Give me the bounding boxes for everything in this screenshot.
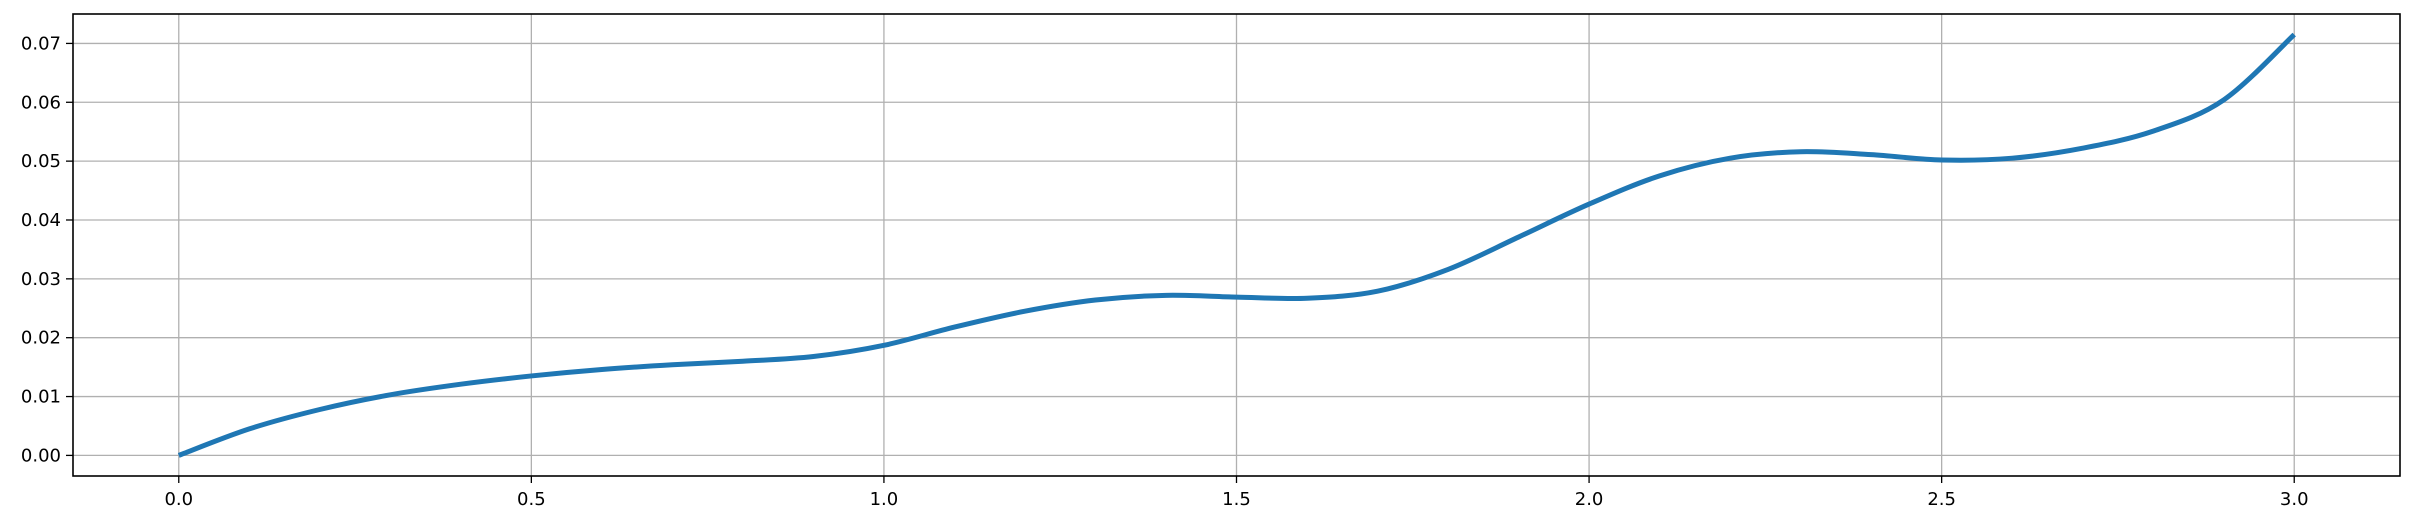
x-tick-label: 1.5 (1222, 489, 1251, 510)
x-tick-label: 1.0 (870, 489, 899, 510)
x-axis: 0.0 0.5 1.0 1.5 2.0 2.5 3.0 (164, 476, 2309, 510)
y-tick-label: 0.01 (21, 387, 61, 408)
x-tick-label: 0.5 (517, 489, 546, 510)
series-layer (177, 32, 2296, 458)
x-tick-label: 0.0 (164, 489, 193, 510)
x-tick-label: 2.5 (1927, 489, 1956, 510)
x-tick-label: 2.0 (1575, 489, 1604, 510)
y-tick-label: 0.02 (21, 328, 61, 349)
y-tick-label: 0.05 (21, 151, 61, 172)
x-tick-label: 3.0 (2280, 489, 2309, 510)
series-line (177, 32, 2296, 458)
y-tick-label: 0.07 (21, 33, 61, 54)
grid-lines (73, 14, 2400, 476)
y-tick-label: 0.04 (21, 210, 61, 231)
y-tick-label: 0.03 (21, 269, 61, 290)
y-tick-label: 0.00 (21, 445, 61, 466)
y-axis: 0.00 0.01 0.02 0.03 0.04 0.05 0.06 0.07 (21, 33, 73, 466)
y-tick-label: 0.06 (21, 92, 61, 113)
